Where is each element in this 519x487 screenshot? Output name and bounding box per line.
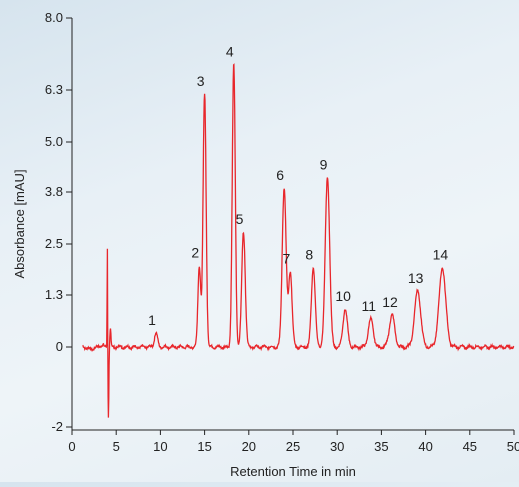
y-tick-label: 6.3	[45, 82, 63, 97]
peak-label: 10	[335, 288, 351, 304]
x-tick-label: 40	[418, 439, 432, 454]
peak-label: 8	[305, 246, 313, 262]
peak-label: 2	[191, 244, 199, 260]
x-tick-label: 50	[507, 439, 519, 454]
x-tick-label: 35	[374, 439, 388, 454]
y-tick-label: 1.3	[45, 287, 63, 302]
x-tick-label: 45	[463, 439, 477, 454]
peak-label: 11	[362, 298, 377, 314]
x-tick-label: 10	[153, 439, 167, 454]
y-tick-label: 5.0	[45, 134, 63, 149]
peak-label: 5	[236, 211, 244, 227]
y-tick-label: -2	[51, 419, 63, 434]
peak-label: 1	[148, 312, 156, 328]
y-tick-label: 0	[56, 339, 63, 354]
y-tick-label: 2.5	[45, 236, 63, 251]
signal-trace	[82, 63, 515, 418]
axes-layer	[71, 18, 514, 431]
peak-label: 4	[226, 44, 234, 60]
peak-label: 7	[282, 251, 290, 267]
peak-label: 3	[197, 73, 205, 89]
peak-label: 12	[382, 294, 398, 310]
plot-layer	[82, 63, 515, 418]
x-tick-label: 15	[197, 439, 211, 454]
y-tick-label: 3.8	[45, 184, 63, 199]
x-tick-label: 5	[113, 439, 120, 454]
peak-label: 13	[408, 270, 424, 286]
peak-label: 9	[320, 156, 328, 172]
x-tick-label: 0	[68, 439, 75, 454]
ticks-layer: 0 5 10 15 20 25 30 35 40 45 50-201.32.53.85.06.38.…	[45, 10, 519, 454]
y-axis-label: Absorbance [mAU]	[12, 169, 27, 278]
x-tick-label: 25	[286, 439, 300, 454]
peak-label: 6	[276, 167, 284, 183]
y-tick-label: 8.0	[45, 10, 63, 25]
x-tick-label: 30	[330, 439, 344, 454]
peak-label: 14	[433, 246, 449, 262]
x-axis-label: Retention Time in min	[230, 464, 356, 479]
x-tick-label: 20	[242, 439, 256, 454]
